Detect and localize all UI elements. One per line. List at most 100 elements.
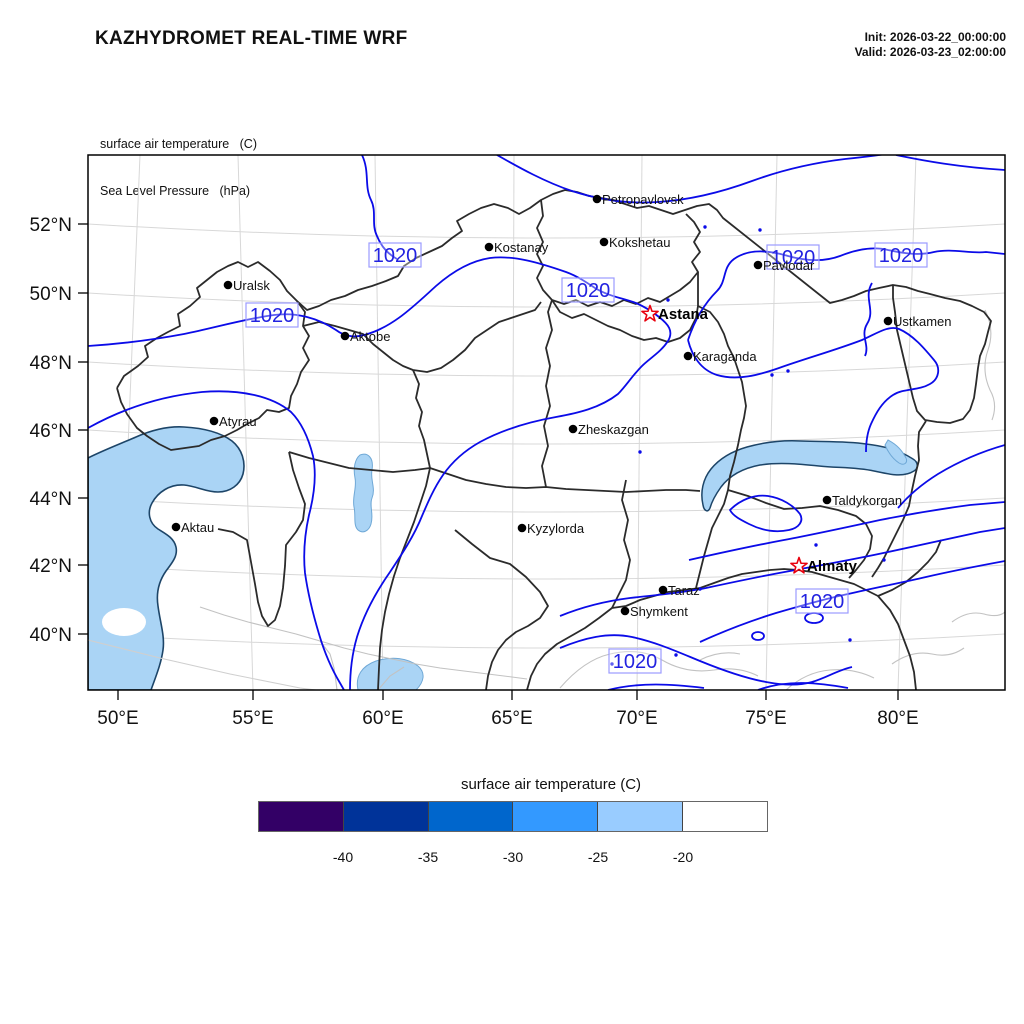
svg-text:1020: 1020 bbox=[250, 305, 295, 327]
city-label: Ustkamen bbox=[893, 314, 952, 329]
city: Aktau bbox=[171, 520, 214, 535]
colorbar bbox=[258, 801, 768, 832]
lat-tick-label: 40°N bbox=[30, 625, 72, 646]
city-dot bbox=[340, 331, 350, 341]
lat-tick-label: 46°N bbox=[30, 421, 72, 442]
lon-tick-label: 70°E bbox=[616, 708, 657, 729]
caspian-sea bbox=[88, 426, 245, 690]
colorbar-tick-label: -30 bbox=[502, 849, 524, 865]
south-lake bbox=[356, 657, 424, 690]
city-label: Kokshetau bbox=[609, 235, 670, 250]
city-dot bbox=[209, 416, 219, 426]
city: Uralsk bbox=[223, 278, 270, 293]
svg-text:1020: 1020 bbox=[800, 591, 845, 613]
colorbar-segment bbox=[598, 802, 684, 831]
star-icon bbox=[641, 304, 659, 322]
contour-label-box: 1020 bbox=[561, 277, 615, 303]
colorbar-segment bbox=[683, 802, 767, 831]
lon-tick-label: 75°E bbox=[745, 708, 786, 729]
colorbar-segment bbox=[259, 802, 344, 831]
svg-text:1020: 1020 bbox=[879, 245, 924, 267]
contour-label-box: 1020 bbox=[795, 588, 849, 614]
colorbar-tick-label: -40 bbox=[332, 849, 354, 865]
city-dot bbox=[171, 522, 181, 532]
svg-text:1020: 1020 bbox=[771, 247, 816, 269]
city-dot bbox=[592, 194, 602, 204]
colorbar-segment bbox=[343, 802, 429, 831]
caspian-inlet bbox=[102, 608, 146, 636]
city-label: Aktau bbox=[181, 520, 214, 535]
city-label: Aktobe bbox=[350, 329, 390, 344]
contour-label-box: 1020 bbox=[245, 302, 299, 328]
city-label: Taldykorgan bbox=[832, 493, 902, 508]
city-label: Pavlodar bbox=[763, 258, 815, 273]
contour-point-markers bbox=[610, 225, 886, 666]
lake-zaysan bbox=[884, 439, 907, 465]
star-icon bbox=[790, 556, 808, 574]
colorbar-tick-label: -25 bbox=[587, 849, 609, 865]
lat-tick-label: 44°N bbox=[30, 489, 72, 510]
city: Taraz bbox=[658, 583, 700, 598]
field-line-temperature: surface air temperature (C) bbox=[100, 137, 257, 151]
city: Aktobe bbox=[340, 329, 390, 344]
city: Taldykorgan bbox=[822, 493, 902, 508]
city-label: Zheskazgan bbox=[578, 422, 649, 437]
latitude-axis: 52°N 50°N 48°N 46°N 44°N 42°N 40°N bbox=[30, 215, 72, 646]
colorbar-title: surface air temperature (C) bbox=[460, 776, 642, 793]
city-dot bbox=[517, 523, 527, 533]
city-dot bbox=[753, 260, 763, 270]
city: Kyzylorda bbox=[517, 521, 585, 536]
contour-label-box: 1020 bbox=[608, 648, 662, 674]
star-city: Astana bbox=[641, 304, 709, 323]
city-dot bbox=[883, 316, 893, 326]
city: Karaganda bbox=[683, 349, 757, 364]
valid-time: Valid: 2026-03-23_02:00:00 bbox=[854, 45, 1006, 59]
secondary-borders bbox=[88, 309, 1005, 690]
lon-tick-label: 50°E bbox=[97, 708, 138, 729]
axis-ticks bbox=[78, 223, 899, 700]
city-label: Kyzylorda bbox=[527, 521, 585, 536]
aral-lake bbox=[353, 453, 374, 533]
city: Kokshetau bbox=[599, 235, 670, 250]
lat-tick-label: 52°N bbox=[30, 215, 72, 236]
city-markers: Petropavlovsk Kostanay Kokshetau Pavloda… bbox=[171, 192, 952, 619]
city-dot bbox=[484, 242, 494, 252]
star-city: Almaty bbox=[790, 556, 858, 575]
city: Atyrau bbox=[209, 414, 257, 429]
city-dot bbox=[620, 606, 630, 616]
city: Zheskazgan bbox=[568, 422, 649, 437]
lon-tick-label: 65°E bbox=[491, 708, 532, 729]
city: Ustkamen bbox=[883, 314, 952, 329]
city-label: Uralsk bbox=[233, 278, 270, 293]
city-label: Astana bbox=[658, 306, 709, 323]
contour-label-box: 1020 bbox=[368, 242, 422, 268]
city: Shymkent bbox=[620, 604, 688, 619]
model-run-times: Init: 2026-03-22_00:00:00 Valid: 2026-03… bbox=[855, 30, 1006, 60]
lat-tick-label: 42°N bbox=[30, 556, 72, 577]
contour-label-box: 1020 bbox=[874, 242, 928, 268]
city: Pavlodar bbox=[753, 258, 815, 273]
field-line-pressure: Sea Level Pressure (hPa) bbox=[100, 183, 251, 198]
city-label: Karaganda bbox=[693, 349, 757, 364]
lon-tick-label: 60°E bbox=[362, 708, 403, 729]
city-dot bbox=[658, 585, 668, 595]
city-dot bbox=[599, 237, 609, 247]
init-time: Init: 2026-03-22_00:00:00 bbox=[864, 30, 1006, 44]
city-dot bbox=[683, 351, 693, 361]
contour-label-box: 1020 bbox=[766, 244, 820, 270]
map-frame bbox=[87, 154, 1006, 691]
page-title: KAZHYDROMET REAL-TIME WRF bbox=[95, 28, 408, 49]
contour-labels: 1020 1020 1020 1020 1020 1020 bbox=[245, 242, 928, 674]
colorbar-segment bbox=[513, 802, 599, 831]
lon-tick-label: 80°E bbox=[877, 708, 918, 729]
city-label: Taraz bbox=[668, 583, 700, 598]
lon-tick-label: 55°E bbox=[232, 708, 273, 729]
field-description: surface air temperature (C) Sea Level Pr… bbox=[100, 106, 257, 230]
colorbar-tick-label: -20 bbox=[672, 849, 694, 865]
city: Petropavlovsk bbox=[592, 192, 684, 207]
city-label: Atyrau bbox=[219, 414, 257, 429]
colorbar-segment bbox=[428, 802, 514, 831]
city: Kostanay bbox=[484, 240, 549, 255]
